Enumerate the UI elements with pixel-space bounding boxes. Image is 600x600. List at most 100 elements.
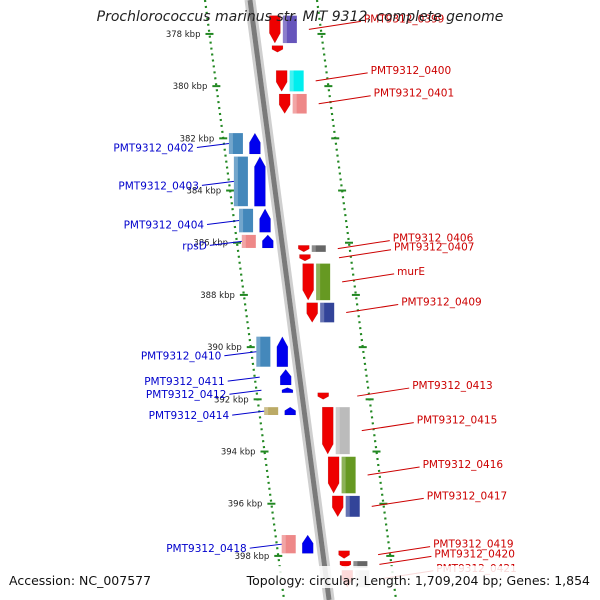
- gene-arrow: [281, 387, 294, 394]
- gene-function-box: [289, 70, 304, 92]
- gene-arrow: [327, 456, 340, 494]
- gene-arrow: [279, 368, 292, 386]
- gene-PMT9312_0404: PMT9312_0404: [124, 208, 271, 233]
- gene-PMT9312_0417: PMT9312_0417: [331, 490, 508, 518]
- gene-leader-line: [318, 95, 371, 105]
- gene-function-shade: [292, 93, 297, 114]
- gene-arrow: [276, 336, 289, 367]
- gene-leader-line: [224, 351, 257, 357]
- gene-arrow: [301, 534, 314, 554]
- gene-function-shade: [256, 336, 261, 367]
- gene-label: PMT9312_0416: [423, 459, 504, 471]
- gene-function-shade: [282, 15, 287, 44]
- gene-PMT9312_0399: PMT9312_0399: [269, 13, 444, 44]
- scale-tick-label: 390 kbp: [207, 343, 242, 353]
- gene-PMT9312_0419: PMT9312_0419: [338, 539, 514, 559]
- gene-leader-line: [229, 389, 262, 395]
- gene-function-shade: [228, 133, 233, 154]
- gene-arrow: [269, 15, 281, 44]
- backbone-highlight: [252, 0, 335, 600]
- gene-unnamed: [271, 45, 284, 53]
- gene-function-shade: [335, 407, 340, 455]
- gene-leader-line: [346, 304, 399, 314]
- gene-PMT9312_0410: PMT9312_0410: [141, 336, 289, 367]
- gene-PMT9312_0401: PMT9312_0401: [278, 88, 455, 115]
- scale-tick-label: 386 kbp: [193, 239, 228, 249]
- gene-function-box: [292, 93, 307, 114]
- gene-leader-line: [207, 220, 240, 226]
- gene-arrow: [331, 495, 344, 518]
- gene-leader-line: [379, 555, 432, 565]
- gene-PMT9312_0411: PMT9312_0411: [144, 368, 292, 388]
- gene-function-shade: [320, 302, 325, 323]
- footer-backdrop: [0, 566, 600, 588]
- gene-PMT9312_0406: PMT9312_0406: [298, 233, 474, 253]
- scale-tick-label: 388 kbp: [200, 291, 235, 301]
- gene-arrow: [317, 392, 329, 400]
- gene-PMT9312_0416: PMT9312_0416: [327, 456, 504, 494]
- right-scale-line: [315, 0, 398, 600]
- backbone-shadow: [244, 0, 327, 600]
- gene-leader-line: [357, 387, 410, 397]
- gene-label: PMT9312_0412: [146, 389, 227, 401]
- gene-label: PMT9312_0400: [371, 65, 452, 77]
- gene-arrow: [284, 406, 296, 416]
- gene-PMT9312_0400: PMT9312_0400: [275, 65, 452, 92]
- gene-arrow: [322, 406, 334, 455]
- genome-summary-text: Topology: circular; Length: 1,709,204 bp…: [246, 573, 590, 588]
- gene-leader-line: [201, 180, 234, 186]
- gene-function-box: [241, 234, 256, 248]
- gene-arrow: [299, 254, 311, 262]
- gene-label: PMT9312_0420: [434, 548, 514, 560]
- gene-leader-line: [361, 422, 414, 432]
- gene-leader-line: [308, 20, 361, 30]
- gene-label: PMT9312_0414: [149, 410, 230, 422]
- gene-function-box: [228, 133, 243, 154]
- gene-function-shade: [264, 407, 269, 415]
- gene-leader-line: [367, 466, 420, 476]
- gene-function-box: [345, 495, 360, 517]
- gene-arrow: [302, 263, 314, 301]
- scale-tick-label: 378 kbp: [166, 30, 201, 40]
- gene-function-shade: [345, 495, 350, 517]
- gene-PMT9312_0412: PMT9312_0412: [146, 387, 294, 401]
- gene-label: murE: [397, 266, 425, 278]
- gene-arrow: [259, 208, 271, 233]
- gene-murE: murE: [302, 263, 425, 301]
- gene-arrow: [262, 234, 274, 249]
- gene-function-box: [311, 245, 326, 252]
- gene-function-box: [233, 156, 248, 207]
- gene-function-shade: [281, 535, 286, 554]
- gene-function-box: [335, 407, 350, 455]
- gene-label: PMT9312_0417: [427, 490, 508, 502]
- gene-leader-line: [315, 72, 368, 82]
- gene-function-shade: [241, 234, 246, 248]
- gene-leader-line: [338, 249, 392, 259]
- gene-function-box: [320, 302, 335, 323]
- gene-arrow: [278, 93, 291, 115]
- gene-function-shade: [233, 156, 238, 207]
- gene-function-box: [239, 208, 254, 233]
- gene-label: PMT9312_0401: [374, 88, 455, 100]
- gene-function-box: [353, 561, 368, 568]
- scale-tick-label: 396 kbp: [228, 500, 263, 510]
- gene-function-box: [316, 263, 331, 301]
- gene-arrow: [249, 132, 261, 155]
- accession-text: Accession: NC_007577: [9, 573, 152, 588]
- scale-tick-label: 382 kbp: [180, 134, 215, 144]
- gene-arrow: [275, 70, 288, 92]
- gene-label: PMT9312_0410: [141, 351, 222, 363]
- scale-tick-label: 380 kbp: [173, 82, 208, 92]
- gene-function-box: [281, 535, 296, 554]
- left-scale-line: [203, 0, 286, 600]
- gene-label: PMT9312_0404: [124, 220, 205, 232]
- scale-tick-label: 394 kbp: [221, 448, 256, 458]
- gene-PMT9312_0409: PMT9312_0409: [306, 297, 482, 323]
- gene-label: PMT9312_0411: [144, 376, 225, 388]
- gene-arrow: [338, 550, 350, 559]
- gene-label: PMT9312_0403: [118, 180, 199, 192]
- gene-leader-line: [378, 546, 431, 556]
- gene-label: PMT9312_0402: [113, 143, 194, 155]
- gene-function-shade: [353, 561, 358, 568]
